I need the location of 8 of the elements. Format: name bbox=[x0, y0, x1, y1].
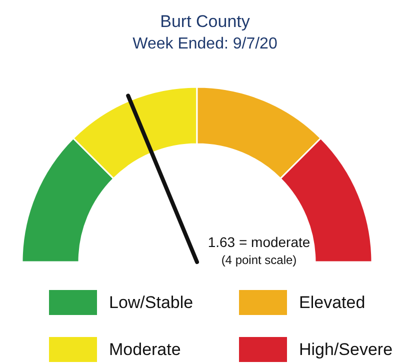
text: 1.63 = moderate bbox=[208, 234, 310, 250]
chart-title: Burt County bbox=[160, 12, 250, 31]
text: (4 point scale) bbox=[221, 253, 297, 267]
legend-label: Moderate bbox=[109, 340, 181, 359]
legend-label: High/Severe bbox=[299, 340, 393, 359]
chart-subtitle: Week Ended: 9/7/20 bbox=[132, 36, 278, 52]
legend-label: Elevated bbox=[299, 293, 366, 312]
legend-label: Low/Stable bbox=[109, 293, 194, 312]
